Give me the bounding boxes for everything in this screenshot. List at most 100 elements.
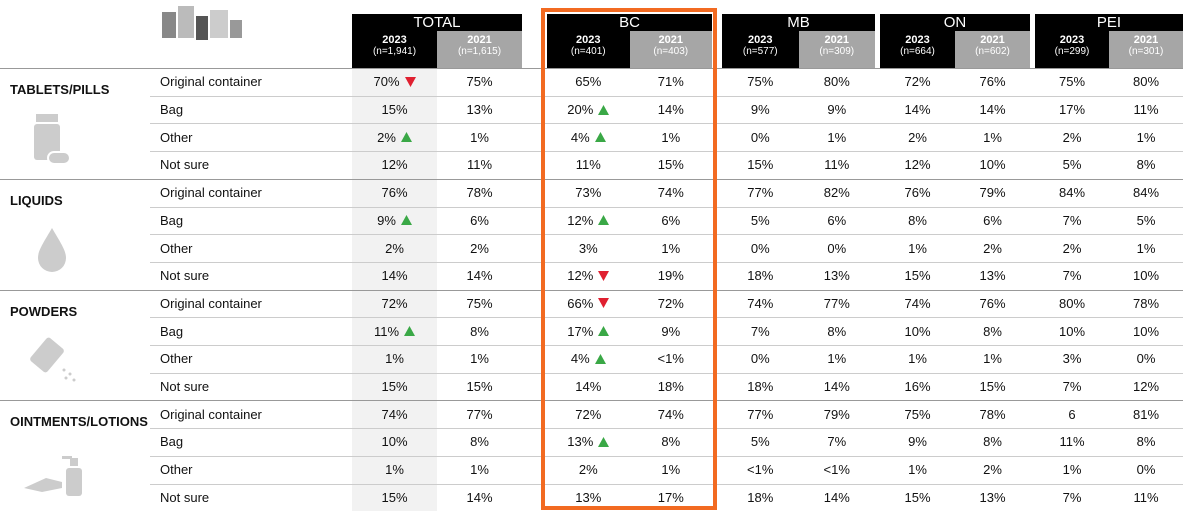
cell: 12% — [352, 151, 437, 179]
text: 0% — [751, 351, 770, 366]
text: 77% — [747, 185, 773, 200]
group-header: MB — [722, 14, 875, 31]
text: ON — [944, 14, 967, 31]
cell: 79% — [955, 179, 1030, 207]
year-header: 2021(n=301) — [1109, 31, 1183, 68]
text: Bag — [160, 324, 183, 339]
text: 18% — [747, 379, 773, 394]
text: 74% — [747, 296, 773, 311]
cell: 2% — [955, 456, 1030, 484]
text: 77% — [466, 407, 492, 422]
text: PEI — [1097, 14, 1121, 31]
text: 12% — [1133, 379, 1159, 394]
year-header: 2023(n=299) — [1035, 31, 1109, 68]
cell: 0% — [799, 234, 876, 262]
cell: 0% — [722, 345, 799, 373]
text: 14% — [824, 379, 850, 394]
row-label: Other — [160, 345, 193, 373]
text: 75% — [466, 74, 492, 89]
cell: 15% — [880, 262, 955, 290]
text: 2% — [385, 241, 404, 256]
text: 3% — [1063, 351, 1082, 366]
cell: 70% — [352, 68, 437, 96]
text: 13% — [466, 102, 492, 117]
text: 5% — [1137, 213, 1156, 228]
cell: 6% — [799, 207, 876, 235]
text: 7% — [1063, 268, 1082, 283]
text: 9% — [751, 102, 770, 117]
cell: 14% — [437, 484, 522, 512]
cell: 75% — [722, 68, 799, 96]
text: 80% — [824, 74, 850, 89]
text: 11% — [824, 157, 849, 172]
year: 2023 — [352, 34, 437, 46]
cell: 2% — [1035, 123, 1109, 151]
text: 14% — [824, 490, 850, 505]
cell: 74% — [880, 290, 955, 318]
cell: 1% — [352, 456, 437, 484]
group-header: TOTAL — [352, 14, 522, 31]
text: 80% — [1059, 296, 1085, 311]
text: 2% — [377, 130, 396, 145]
cell: 1% — [880, 345, 955, 373]
cell: 8% — [1109, 428, 1183, 456]
text: Bag — [160, 213, 183, 228]
year: 2021 — [1109, 34, 1183, 46]
text: TOTAL — [414, 14, 461, 31]
text: 11% — [1133, 102, 1158, 117]
text: OINTMENTS/LOTIONS — [10, 414, 148, 429]
cell: 14% — [955, 96, 1030, 124]
up-arrow — [401, 215, 412, 225]
text: 0% — [751, 130, 770, 145]
cell: 77% — [722, 400, 799, 428]
cell: 18% — [722, 484, 799, 512]
cell: 8% — [955, 317, 1030, 345]
cell: 5% — [722, 428, 799, 456]
cell: 76% — [955, 68, 1030, 96]
lotion-icon — [22, 448, 92, 503]
text: LIQUIDS — [10, 193, 63, 208]
text: 10% — [1133, 324, 1159, 339]
cell: 8% — [955, 428, 1030, 456]
text: 15% — [381, 102, 407, 117]
cell: 15% — [352, 373, 437, 401]
cell: 2% — [437, 234, 522, 262]
cell: 1% — [880, 456, 955, 484]
cell: 18% — [722, 262, 799, 290]
cell: 8% — [437, 428, 522, 456]
text: 84% — [1059, 185, 1085, 200]
cell: 7% — [1035, 484, 1109, 512]
text: 78% — [466, 185, 492, 200]
text: 1% — [385, 462, 404, 477]
text: 84% — [1133, 185, 1159, 200]
cell: 5% — [722, 207, 799, 235]
cell: 7% — [799, 428, 876, 456]
row-label: Original container — [160, 68, 262, 96]
year-header: 2023(n=577) — [722, 31, 799, 68]
text: 11% — [1059, 434, 1084, 449]
cell: 12% — [1109, 373, 1183, 401]
text: 8% — [1137, 434, 1156, 449]
cell: 1% — [1035, 456, 1109, 484]
text: 1% — [983, 130, 1002, 145]
cell: 13% — [799, 262, 876, 290]
cell: 14% — [437, 262, 522, 290]
text: 5% — [751, 213, 770, 228]
text: 7% — [1063, 213, 1082, 228]
row-label: Bag — [160, 96, 183, 124]
text: 0% — [1137, 351, 1156, 366]
text: 82% — [824, 185, 850, 200]
cell: 9% — [799, 96, 876, 124]
text: 13% — [824, 268, 850, 283]
text: 10% — [1059, 324, 1085, 339]
cell: 1% — [955, 345, 1030, 373]
cell: 77% — [799, 290, 876, 318]
drop-icon — [34, 224, 74, 274]
cell: 78% — [955, 400, 1030, 428]
cell: 15% — [955, 373, 1030, 401]
year: 2023 — [880, 34, 955, 46]
text: 18% — [747, 490, 773, 505]
cell: 72% — [352, 290, 437, 318]
cell: 0% — [722, 123, 799, 151]
text: 2% — [983, 241, 1002, 256]
